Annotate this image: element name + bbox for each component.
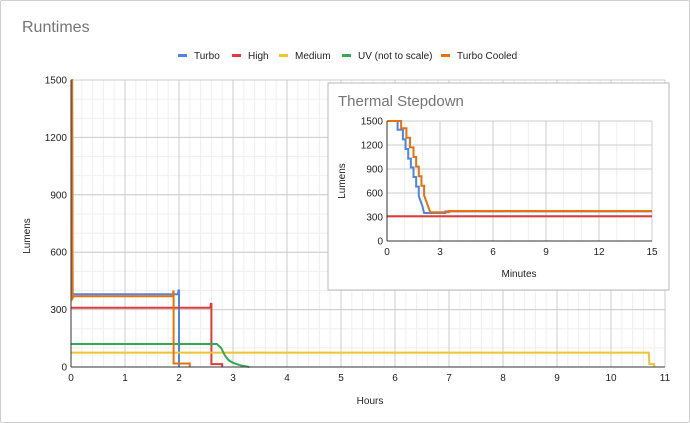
inset-series — [387, 120, 652, 218]
legend-label: Turbo — [194, 51, 220, 62]
x-tick-label: 0 — [68, 373, 74, 384]
y-tick-label: 600 — [50, 248, 67, 259]
y-tick-label: 1200 — [45, 133, 68, 144]
legend-swatch — [342, 54, 351, 57]
y-tick-label: 600 — [366, 189, 383, 200]
inset-title: Thermal Stepdown — [338, 93, 464, 110]
inset-frame — [327, 82, 670, 291]
main-series — [71, 79, 656, 368]
x-tick-label: 3 — [437, 247, 443, 258]
inset-axes: 0 3 6 9 12 15 0 300 600 900 1200 1500 — [361, 117, 658, 259]
y-axis-label: Lumens — [22, 218, 33, 254]
x-tick-label: 15 — [646, 247, 658, 258]
inset-chart: Thermal Stepdown 0 3 6 9 12 15 0 300 600 900 1200 1… — [327, 82, 670, 291]
chart-title: Runtimes — [22, 19, 90, 36]
inset-y-axis-label: Lumens — [337, 163, 348, 199]
legend: Turbo High Medium UV (not to scale) Turbo Co… — [178, 51, 517, 62]
series-line-turbo-cooled — [71, 79, 191, 367]
x-tick-label: 1 — [122, 373, 128, 384]
y-tick-label: 1500 — [361, 117, 384, 128]
y-tick-label: 300 — [50, 305, 67, 316]
x-tick-label: 9 — [543, 247, 549, 258]
series-line-high — [71, 302, 224, 367]
series-line-turbo-cooled — [387, 120, 652, 214]
legend-swatch — [279, 54, 288, 57]
inset-x-axis-label: Minutes — [501, 269, 536, 280]
legend-label: UV (not to scale) — [358, 51, 432, 62]
y-tick-label: 0 — [61, 363, 67, 374]
series-line-uv-not-to-scale — [71, 343, 250, 368]
legend-swatch — [178, 54, 187, 57]
y-tick-label: 1500 — [45, 76, 68, 87]
x-tick-label: 12 — [593, 247, 605, 258]
x-tick-label: 6 — [392, 373, 398, 384]
y-tick-label: 900 — [366, 165, 383, 176]
legend-label: Medium — [295, 51, 331, 62]
series-line-turbo — [387, 120, 652, 214]
x-tick-label: 0 — [384, 247, 390, 258]
x-tick-label: 10 — [605, 373, 617, 384]
legend-swatch — [441, 54, 450, 57]
y-tick-label: 300 — [366, 213, 383, 224]
legend-label: High — [248, 51, 269, 62]
x-tick-label: 2 — [176, 373, 182, 384]
y-tick-label: 0 — [377, 237, 383, 248]
x-tick-label: 4 — [284, 373, 290, 384]
x-tick-label: 3 — [230, 373, 236, 384]
x-tick-label: 6 — [490, 247, 496, 258]
x-tick-label: 8 — [500, 373, 506, 384]
y-tick-label: 1200 — [361, 141, 384, 152]
y-tick-label: 900 — [50, 190, 67, 201]
series-line-medium — [71, 351, 656, 367]
legend-label: Turbo Cooled — [457, 51, 517, 62]
x-tick-label: 11 — [660, 373, 671, 384]
x-axis-label: Hours — [357, 396, 384, 407]
x-tick-label: 9 — [554, 373, 560, 384]
x-tick-label: 5 — [338, 373, 344, 384]
x-tick-label: 7 — [446, 373, 452, 384]
legend-swatch — [232, 54, 241, 57]
